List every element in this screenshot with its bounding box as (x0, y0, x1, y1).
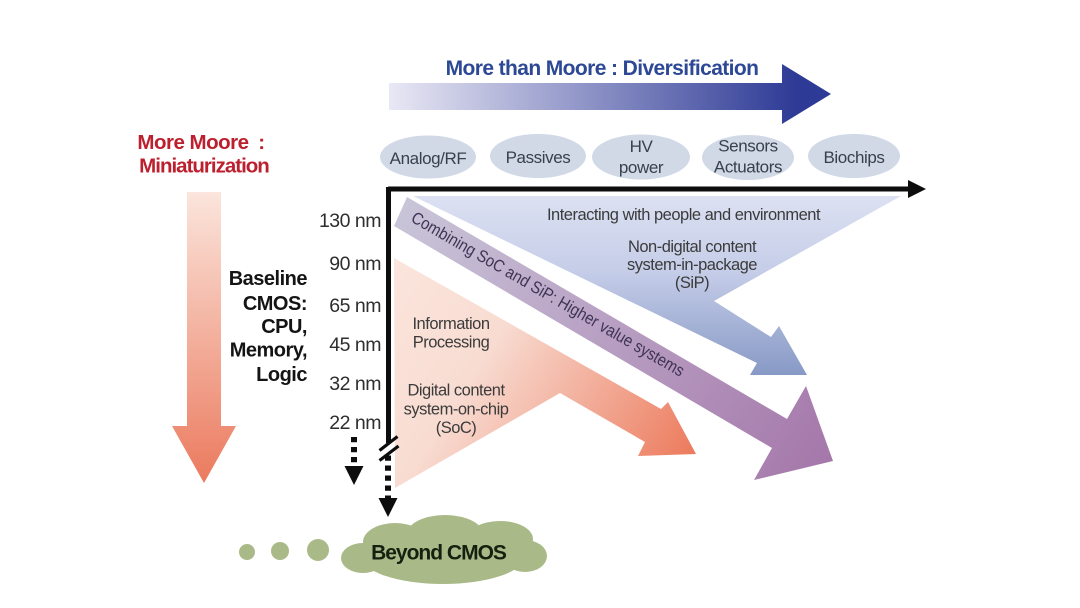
svg-text:Beyond CMOS: Beyond CMOS (371, 542, 507, 565)
svg-text:Logic: Logic (256, 364, 307, 386)
svg-text:Actuators: Actuators (714, 158, 782, 177)
svg-text:HV: HV (630, 137, 654, 156)
svg-text:65 nm: 65 nm (329, 295, 381, 317)
svg-text:(SoC): (SoC) (436, 419, 477, 437)
svg-text:45 nm: 45 nm (329, 334, 381, 356)
svg-text:Non-digital content: Non-digital content (628, 238, 757, 256)
svg-text:CPU,: CPU, (261, 316, 307, 338)
svg-text:90 nm: 90 nm (329, 253, 381, 275)
svg-text:CMOS:: CMOS: (243, 293, 307, 315)
svg-text:system-in-package: system-in-package (627, 256, 757, 274)
svg-text:Sensors: Sensors (718, 137, 778, 156)
svg-text:130 nm: 130 nm (319, 210, 381, 232)
svg-text:Information: Information (412, 315, 489, 333)
svg-text:Digital content: Digital content (407, 382, 505, 400)
svg-text:Processing: Processing (413, 334, 490, 352)
svg-text:Passives: Passives (506, 148, 571, 167)
svg-text:More than Moore : Diversificat: More than Moore : Diversification (446, 57, 759, 80)
svg-text:Baseline: Baseline (229, 268, 308, 290)
svg-text:power: power (619, 158, 664, 177)
svg-text:22 nm: 22 nm (329, 412, 381, 434)
svg-text:Analog/RF: Analog/RF (390, 149, 467, 168)
svg-text:32 nm: 32 nm (329, 373, 381, 395)
svg-text:Biochips: Biochips (823, 148, 884, 167)
svg-text:(SiP): (SiP) (675, 274, 709, 292)
svg-text:system-on-chip: system-on-chip (404, 401, 509, 419)
svg-text:Miniaturization: Miniaturization (139, 155, 269, 178)
svg-text:Memory,: Memory, (230, 340, 307, 362)
svg-text:Interacting with people and en: Interacting with people and environment (547, 206, 821, 224)
svg-text:More Moore :: More Moore : (137, 131, 264, 154)
